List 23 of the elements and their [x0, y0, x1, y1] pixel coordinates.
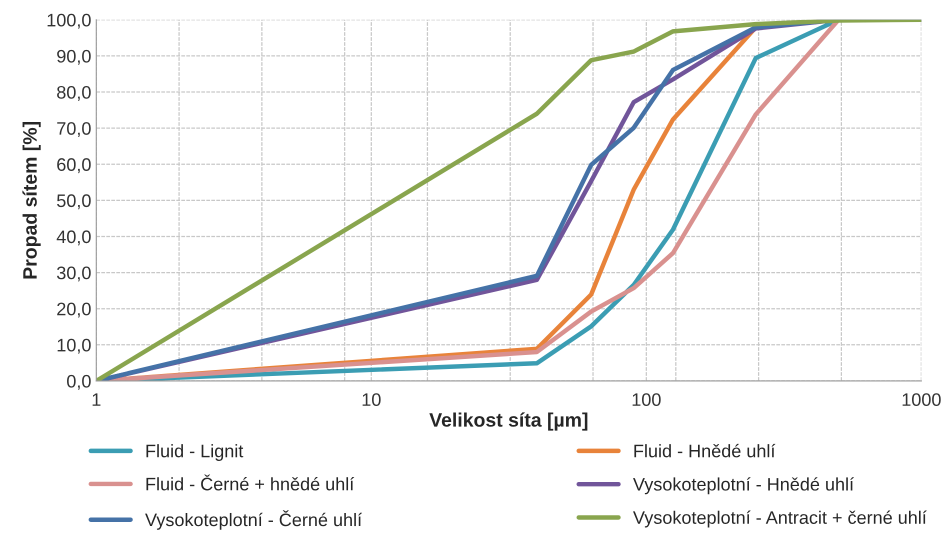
y-tick-label: 100,0: [48, 14, 91, 29]
y-axis-title: Propad sítem [%]: [22, 122, 41, 278]
y-tick-label: 20,0: [57, 302, 91, 318]
x-tick-label: 100: [632, 393, 661, 406]
y-tick-label: 10,0: [58, 338, 91, 354]
y-tick-label: 50,0: [57, 194, 91, 210]
y-tick-label: 40,0: [56, 230, 91, 246]
legend-label: Vysokoteplotní - Antracit + černé uhlí: [633, 510, 927, 528]
y-tick-label: 60,0: [57, 158, 91, 174]
legend-label: Vysokoteplotní - Hnědé uhlí: [633, 477, 854, 494]
legend-label: Fluid - Černé + hnědé uhlí: [146, 474, 354, 490]
y-tick-label: 30,0: [56, 266, 91, 282]
legend-label: Vysokoteplotní - Černé uhlí: [145, 510, 362, 530]
legend-label: Fluid - Lignit: [146, 444, 244, 461]
legend-label: Fluid - Hnědé uhlí: [634, 444, 776, 458]
x-tick-label: 1000: [902, 393, 941, 406]
y-tick-label: 0,0: [67, 374, 91, 390]
x-tick-label: 1: [92, 393, 100, 406]
y-tick-label: 90,0: [57, 50, 91, 65]
x-axis-title: Velikost síta [µm]: [429, 412, 588, 431]
y-tick-label: 70,0: [57, 122, 91, 137]
x-tick-label: 10: [362, 393, 381, 406]
y-tick-label: 80,0: [57, 86, 91, 101]
